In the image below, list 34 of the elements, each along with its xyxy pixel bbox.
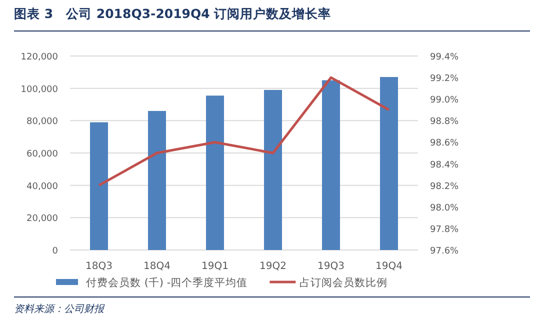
legend-label: 付费会员数 (千) -四个季度平均值	[86, 276, 248, 289]
y2-tick-label: 98.2%	[430, 182, 460, 192]
bar	[380, 77, 398, 250]
y2-tick-label: 98.4%	[430, 160, 460, 170]
line-series	[98, 76, 390, 187]
bar	[322, 80, 340, 250]
x-tick-label: 19Q2	[260, 261, 286, 272]
text: 资料来源：公司财报	[14, 303, 105, 315]
y-tick-label: 0	[52, 246, 58, 256]
y2-tick-label: 98.8%	[430, 117, 460, 128]
y2-tick-label: 99.4%	[430, 52, 460, 62]
legend-label: 占订阅会员数比例	[300, 276, 388, 289]
y-tick-label: 80,000	[26, 117, 58, 128]
y2-tick-label: 98.0%	[430, 203, 460, 214]
y2-tick-label: 99.0%	[430, 96, 460, 106]
y-tick-label: 20,000	[26, 214, 58, 224]
y2-tick-label: 99.2%	[430, 74, 460, 84]
x-tick-label: 19Q3	[318, 261, 344, 272]
y-tick-label: 100,000	[20, 84, 58, 95]
chart-title: 图表 3 公司 2018Q3-2019Q4 订阅用户数及增长率	[14, 6, 332, 21]
y-tick-label: 40,000	[26, 182, 58, 192]
y-tick-label: 120,000	[20, 52, 58, 62]
y2-tick-label: 97.6%	[430, 246, 460, 256]
bar	[206, 96, 224, 250]
bar	[148, 110, 166, 250]
bar	[90, 122, 108, 250]
y2-tick-label: 97.8%	[430, 224, 460, 235]
bar	[264, 90, 282, 250]
x-tick-label: 18Q3	[86, 261, 112, 272]
x-tick-label: 19Q1	[202, 261, 228, 272]
y-tick-label: 60,000	[26, 150, 58, 160]
y2-tick-label: 98.6%	[430, 138, 460, 149]
x-tick-label: 19Q4	[376, 261, 402, 272]
x-tick-label: 18Q4	[144, 261, 170, 272]
